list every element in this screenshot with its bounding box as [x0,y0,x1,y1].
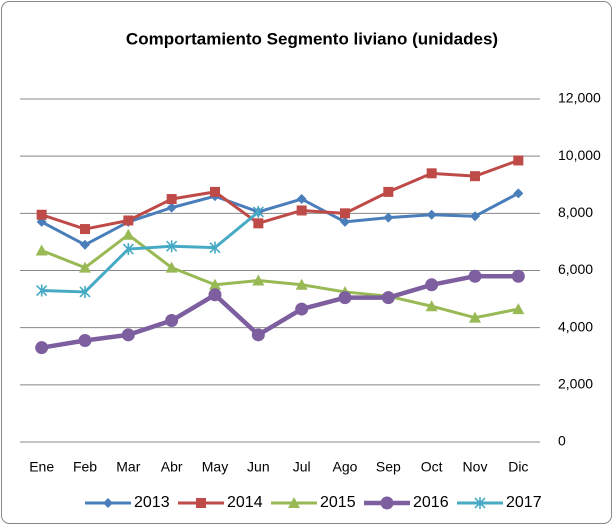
point [165,314,179,328]
y-tick-label: 2,000 [558,376,593,392]
point [166,194,177,205]
legend-label: 2017 [506,494,542,511]
point [79,285,91,298]
point [252,274,265,286]
y-tick-label: 8,000 [558,204,593,220]
point [469,311,481,323]
point [36,284,48,297]
series-line [41,210,260,294]
legend-marker [474,497,486,509]
point [426,168,437,179]
point [80,224,90,235]
series-line [41,159,519,231]
x-tick-label: Mar [116,459,140,475]
legend-marker [196,498,206,508]
point [340,216,350,227]
y-tick-label: 12,000 [558,90,601,106]
x-tick-label: Oct [421,459,443,475]
point [295,278,308,290]
point [35,244,48,256]
point [252,205,264,218]
y-tick-label: 10,000 [558,147,601,163]
point [383,186,394,197]
point [122,228,135,240]
point [253,218,264,229]
point [80,239,90,250]
x-tick-label: Jun [247,459,270,475]
point [79,261,91,273]
chart-title: Comportamiento Segmento liviano (unidade… [126,29,498,48]
point [511,269,525,283]
x-tick-label: Feb [73,459,97,475]
x-tick-label: Abr [161,459,183,475]
legend-label: 2013 [134,494,170,511]
point [296,194,307,205]
point [470,171,480,182]
series-line [40,191,520,247]
point [340,208,350,219]
y-tick-label: 4,000 [558,318,593,334]
legend-label: 2014 [227,494,263,511]
point [78,334,92,348]
point [208,288,222,302]
y-tick-label: 0 [558,433,566,449]
point [470,211,480,222]
point [165,261,178,273]
point [295,302,309,316]
point [425,278,439,292]
point [210,186,220,197]
x-tick-label: Ene [29,459,54,475]
point [209,278,221,290]
x-tick-label: Dic [508,459,528,475]
point [166,240,178,253]
series-line [41,273,519,350]
x-tick-label: Jul [293,459,311,475]
y-tick-label: 6,000 [558,261,593,277]
point [513,155,524,166]
legend-label: 2015 [320,494,356,511]
legend-marker [380,496,394,510]
point [425,300,438,312]
point [381,291,395,305]
point [296,205,307,216]
legend-marker [103,498,113,508]
x-tick-label: Sep [376,459,401,475]
x-tick-label: Nov [463,459,488,475]
x-tick-label: May [202,459,228,475]
point [166,202,177,213]
point [426,209,437,220]
point [122,243,134,256]
x-tick-label: Ago [333,459,358,475]
point [209,241,221,254]
legend-label: 2016 [413,494,449,511]
point [338,291,352,305]
point [512,303,525,315]
point [513,188,524,199]
point [36,209,47,220]
point [251,328,265,342]
legend-marker [288,497,300,508]
series-line [41,233,519,320]
point [121,328,135,342]
point [123,215,134,226]
point [35,341,49,355]
point [383,212,394,223]
point [468,269,482,283]
